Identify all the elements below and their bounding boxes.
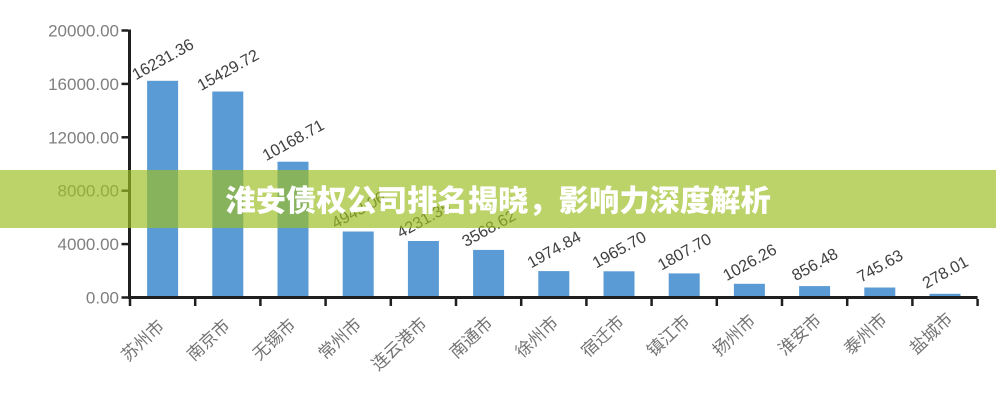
svg-text:0.00: 0.00 — [86, 289, 119, 308]
svg-text:20000.00: 20000.00 — [48, 22, 119, 41]
svg-text:12000.00: 12000.00 — [48, 128, 119, 147]
svg-text:4000.00: 4000.00 — [58, 235, 119, 254]
svg-text:16000.00: 16000.00 — [48, 75, 119, 94]
